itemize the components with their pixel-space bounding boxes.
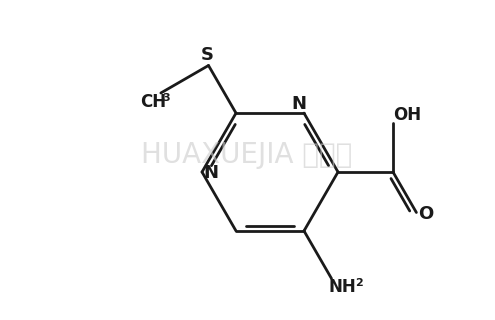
Text: N: N <box>292 95 306 113</box>
Text: O: O <box>418 205 433 223</box>
Text: NH: NH <box>329 277 356 296</box>
Text: CH: CH <box>140 93 166 111</box>
Text: HUAXUEJIA 化学加: HUAXUEJIA 化学加 <box>142 141 352 169</box>
Text: 3: 3 <box>162 93 170 103</box>
Text: S: S <box>201 46 214 64</box>
Text: OH: OH <box>393 106 421 124</box>
Text: 2: 2 <box>354 277 362 288</box>
Text: N: N <box>203 164 218 182</box>
